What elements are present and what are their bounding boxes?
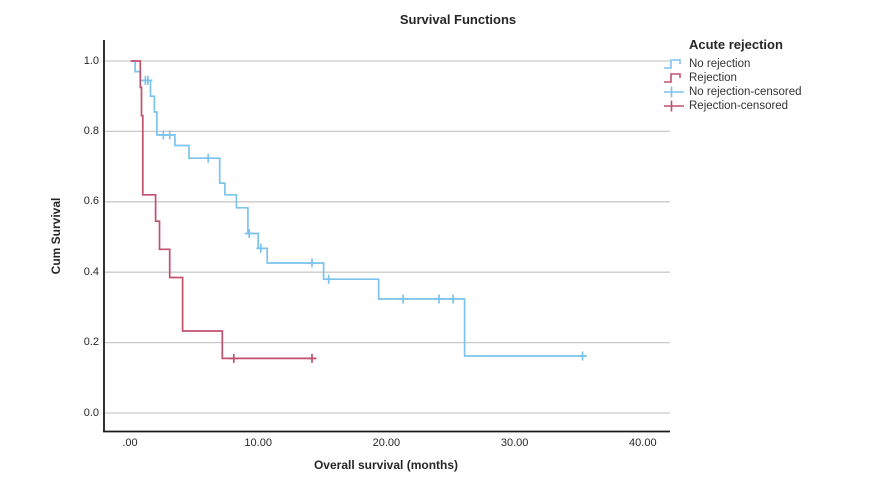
step-line-swatch-icon (664, 73, 681, 83)
chart-title: Survival Functions (399, 12, 517, 27)
censor-mark (165, 130, 175, 140)
censor-mark (143, 75, 153, 85)
step-line-swatch-icon (664, 59, 681, 69)
legend-item-label: Rejection (689, 72, 737, 84)
legend-item-no-rejection-censored: No rejection-censored (663, 85, 877, 99)
y-tick-label: 0.0 (83, 406, 99, 419)
km-curve-rejection (130, 60, 316, 360)
x-tick-label: 40.00 (629, 437, 657, 449)
censor-plus-swatch-icon (664, 100, 684, 112)
legend-item-no-rejection: No rejection (663, 57, 877, 71)
censor-mark (256, 243, 266, 253)
y-axis-title: Cum Survival (49, 197, 63, 275)
legend-title: Acute rejection (689, 37, 783, 52)
y-tick-label: 0.4 (83, 265, 99, 278)
legend-item-label: No rejection-censored (689, 86, 802, 98)
legend-item-label: No rejection (689, 58, 751, 70)
censor-mark (229, 353, 239, 363)
legend-item-label: Rejection-censored (689, 100, 789, 112)
km-curve-no-rejection (131, 60, 586, 357)
legend-item-rejection-censored: Rejection-censored (663, 99, 877, 113)
censor-mark (578, 351, 587, 361)
x-tick-label: 10.00 (244, 437, 272, 449)
y-tick-label: 1.0 (83, 54, 99, 67)
censor-mark (398, 294, 408, 304)
y-tick-label: 0.8 (83, 124, 99, 137)
censor-mark (324, 274, 334, 284)
censor-mark (448, 294, 458, 304)
censor-mark (307, 258, 317, 268)
censor-mark (244, 229, 254, 238)
x-axis-title: Overall survival (months) (313, 458, 459, 472)
km-curves-svg (103, 40, 670, 433)
censor-plus-swatch-icon (664, 86, 684, 98)
x-tick-label: .00 (122, 437, 138, 449)
y-tick-label: 0.6 (83, 195, 99, 208)
censor-mark (307, 353, 317, 363)
legend: Acute rejection No rejection Rejection N… (663, 37, 877, 113)
legend-items: No rejection Rejection No rejection-cens… (663, 57, 877, 113)
y-tick-label: 0.2 (83, 336, 99, 349)
legend-item-rejection: Rejection (663, 71, 877, 85)
plot-area (103, 40, 670, 433)
x-tick-label: 20.00 (372, 437, 401, 449)
censor-mark (434, 294, 444, 304)
x-tick-label: 30.00 (500, 437, 529, 449)
censor-mark (203, 153, 213, 163)
